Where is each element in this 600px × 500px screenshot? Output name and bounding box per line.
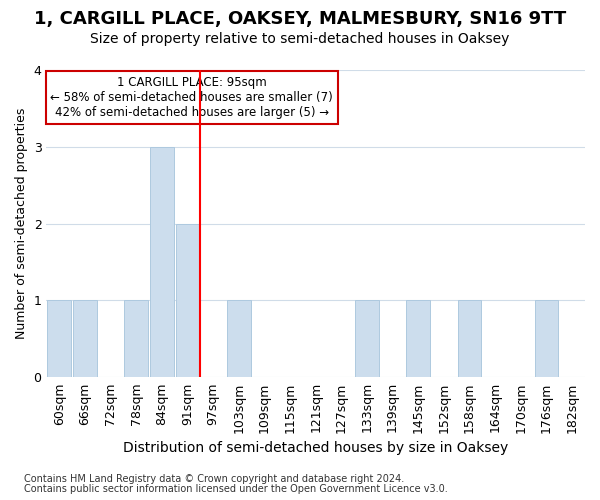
- Bar: [355, 300, 379, 378]
- Bar: [150, 147, 173, 378]
- Bar: [535, 300, 559, 378]
- Bar: [406, 300, 430, 378]
- Text: 1, CARGILL PLACE, OAKSEY, MALMESBURY, SN16 9TT: 1, CARGILL PLACE, OAKSEY, MALMESBURY, SN…: [34, 10, 566, 28]
- Bar: [458, 300, 481, 378]
- Bar: [176, 224, 199, 378]
- Text: Size of property relative to semi-detached houses in Oaksey: Size of property relative to semi-detach…: [91, 32, 509, 46]
- Bar: [73, 300, 97, 378]
- Text: 1 CARGILL PLACE: 95sqm
← 58% of semi-detached houses are smaller (7)
42% of semi: 1 CARGILL PLACE: 95sqm ← 58% of semi-det…: [50, 76, 333, 119]
- Text: Contains HM Land Registry data © Crown copyright and database right 2024.: Contains HM Land Registry data © Crown c…: [24, 474, 404, 484]
- Bar: [124, 300, 148, 378]
- X-axis label: Distribution of semi-detached houses by size in Oaksey: Distribution of semi-detached houses by …: [123, 441, 508, 455]
- Bar: [47, 300, 71, 378]
- Bar: [227, 300, 251, 378]
- Text: Contains public sector information licensed under the Open Government Licence v3: Contains public sector information licen…: [24, 484, 448, 494]
- Y-axis label: Number of semi-detached properties: Number of semi-detached properties: [15, 108, 28, 340]
